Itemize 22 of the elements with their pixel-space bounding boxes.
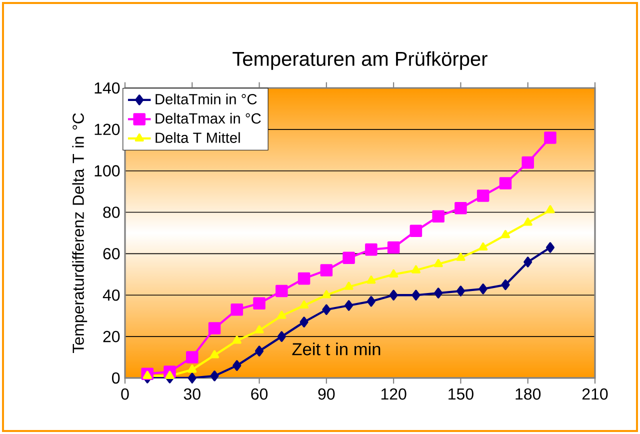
y-tick-label: 20 (103, 330, 120, 342)
x-tick-label: 30 (184, 388, 200, 400)
y-tick-label: 100 (94, 165, 120, 176)
legend-label: DeltaTmin in °C (156, 94, 257, 104)
legend-label: DeltaTmax in °C (156, 112, 261, 124)
chart-title: Temperaturen am Prüfkörper (232, 51, 488, 70)
y-tick-label: 120 (94, 124, 120, 136)
x-tick-label: 60 (251, 388, 268, 400)
x-tick-label: 180 (516, 388, 541, 400)
x-axis-title: Zeit t in min (292, 342, 380, 356)
x-tick-label: 120 (381, 388, 406, 400)
x-tick-label: 150 (448, 388, 474, 400)
y-tick-label: 40 (102, 289, 120, 301)
y-tick-label: 60 (103, 248, 120, 260)
y-tick-label: 0 (112, 372, 120, 384)
y-tick-label: 140 (94, 82, 120, 94)
x-tick-label: 90 (318, 388, 335, 400)
x-tick-label: 0 (121, 388, 129, 400)
y-tick-label: 80 (103, 206, 120, 218)
y-axis-title: Temperaturdifferenz Delta T in °C (72, 113, 88, 354)
legend-label: Delta T Mittel (156, 132, 240, 143)
x-tick-label: 210 (582, 388, 608, 400)
